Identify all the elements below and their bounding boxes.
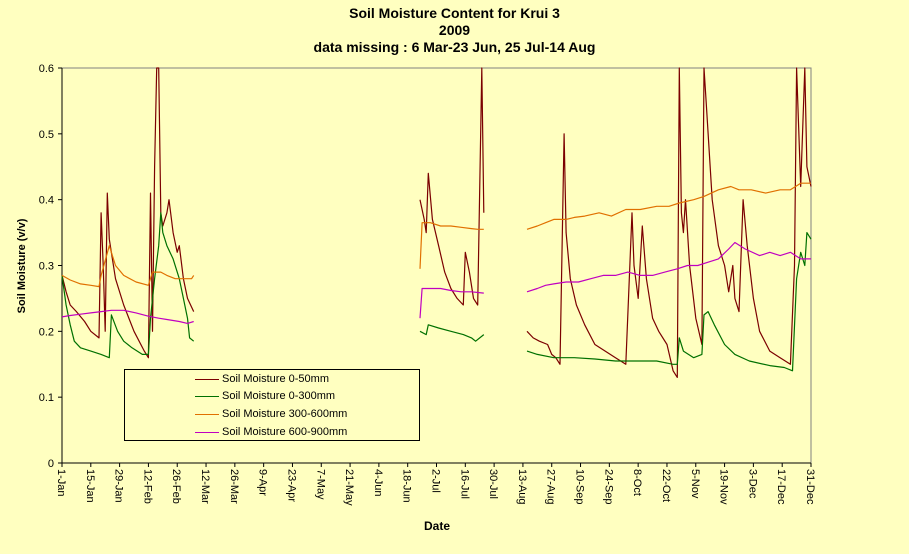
x-tick-label: 9-Apr [257, 469, 269, 496]
x-tick-label: 18-Jun [401, 469, 413, 503]
x-tick-label: 5-Nov [689, 469, 701, 499]
x-tick-label: 2-Jul [430, 469, 442, 493]
x-tick-label: 1-Jan [55, 469, 67, 497]
chart-subtitle: 2009 [438, 22, 471, 38]
chart-title: Soil Moisture Content for Krui 3 [349, 5, 560, 21]
y-tick-label: 0.2 [39, 326, 54, 338]
x-tick-label: 10-Sep [574, 469, 586, 504]
x-tick-label: 19-Nov [718, 469, 730, 505]
x-tick-label: 17-Dec [775, 469, 787, 505]
legend-swatch [195, 396, 219, 397]
x-tick-label: 31-Dec [804, 469, 816, 505]
x-tick-label: 16-Jul [458, 469, 470, 499]
series-line-0-segment-2 [526, 67, 812, 378]
x-tick-label: 29-Jan [113, 469, 125, 503]
x-tick-label: 4-Jun [372, 469, 384, 497]
series-line-3-segment-1 [419, 287, 484, 319]
x-tick-label: 12-Feb [141, 469, 153, 504]
axes: 0 0.1 0.2 0.3 0.4 0.5 0.6 1-Jan 15-Jan 29-Jan 12-F… [39, 63, 816, 506]
x-tick-label: 26-Mar [228, 469, 240, 504]
legend-label: Soil Moisture 300-600mm [222, 408, 348, 420]
x-tick-label: 26-Feb [170, 469, 182, 504]
legend-label: Soil Moisture 0-50mm [222, 373, 329, 385]
chart-note: data missing : 6 Mar-23 Jun, 25 Jul-14 A… [313, 39, 596, 55]
series-layer [61, 67, 812, 378]
x-tick-label: 21-May [343, 469, 355, 506]
legend-label: Soil Moisture 0-300mm [222, 390, 336, 402]
legend-label: Soil Moisture 600-900mm [222, 426, 348, 438]
x-axis-label: Date [423, 519, 451, 533]
series-line-0-segment-1 [419, 67, 485, 306]
series-line-3-segment-2 [526, 241, 811, 293]
legend-swatch [195, 432, 219, 433]
x-tick-label: 3-Dec [746, 469, 758, 499]
x-tick-label: 8-Oct [631, 469, 643, 496]
series-line-2-segment-0 [61, 245, 195, 288]
x-tick-label: 15-Jan [84, 469, 96, 503]
series-line-3-segment-0 [61, 309, 194, 324]
y-axis-label: Soil Moisture (v/v) [16, 218, 28, 314]
legend-swatch [195, 414, 219, 415]
x-tick-label: 24-Sep [602, 469, 614, 504]
x-tick-label: 12-Mar [199, 469, 211, 504]
legend-swatch [195, 379, 219, 380]
x-tick-label: 27-Aug [545, 469, 557, 504]
chart-legend: Soil Moisture 0-50mm Soil Moisture 0-300… [124, 369, 420, 441]
y-tick-label: 0.1 [39, 392, 54, 404]
y-tick-label: 0.5 [39, 129, 54, 141]
x-tick-label: 30-Jul [487, 469, 499, 499]
series-line-1-segment-0 [61, 212, 195, 359]
x-tick-label: 22-Oct [660, 469, 672, 502]
x-tick-label: 13-Aug [516, 469, 528, 504]
series-line-2-segment-2 [526, 182, 811, 230]
x-tick-label: 23-Apr [285, 469, 297, 502]
series-line-1-segment-2 [526, 232, 812, 372]
y-tick-label: 0.3 [39, 261, 54, 273]
series-line-2-segment-1 [419, 222, 484, 269]
x-tick-label: 7-May [314, 469, 326, 500]
y-tick-label: 0.4 [39, 195, 54, 207]
y-tick-label: 0.6 [39, 63, 54, 75]
y-tick-label: 0 [48, 458, 54, 470]
series-line-1-segment-1 [419, 324, 485, 342]
